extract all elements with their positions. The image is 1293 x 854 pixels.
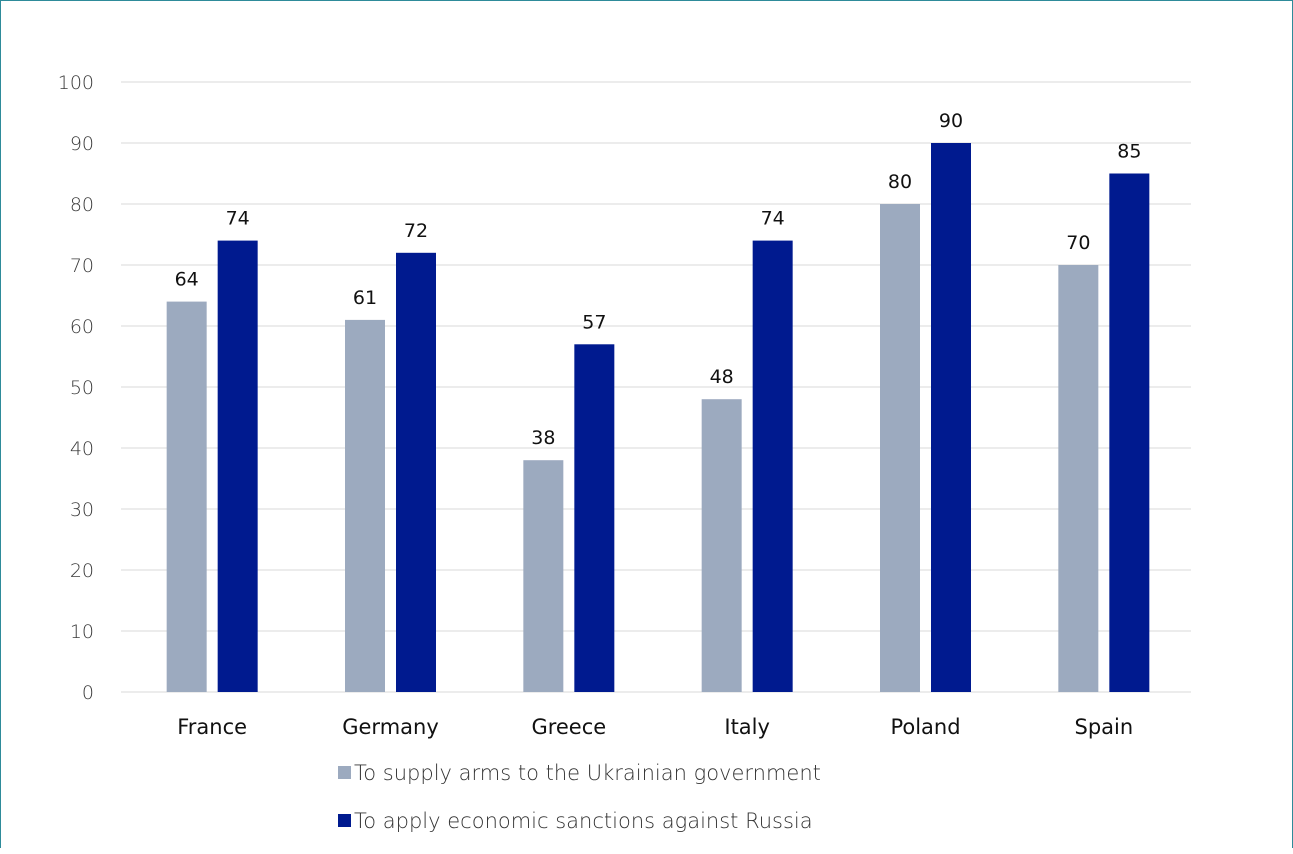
x-tick-label-italy: Italy	[724, 715, 770, 739]
y-tick-label-60: 60	[70, 316, 94, 338]
gridlines	[121, 81, 1191, 693]
bar-greece-series-2	[574, 344, 615, 692]
legend-swatch-sanctions	[338, 814, 351, 827]
y-axis: 0 10 20 30 40 50 60 70 80 90 100	[58, 72, 94, 704]
bars	[166, 143, 1150, 693]
data-label-germany-series-2: 72	[404, 220, 428, 242]
legend-label-sanctions: To apply economic sanctions against Russ…	[354, 809, 813, 833]
bar-germany-series-1	[345, 319, 385, 692]
data-labels: 64 74 61 72 38 57 48 74 80 90 70 85	[175, 110, 1142, 449]
bar-poland-series-1	[880, 204, 920, 692]
y-tick-label-100: 100	[58, 72, 94, 94]
bar-spain-series-1	[1058, 265, 1099, 692]
bar-france-series-2	[217, 240, 258, 692]
y-tick-label-40: 40	[70, 438, 94, 460]
data-label-greece-series-1: 38	[531, 427, 555, 449]
data-label-greece-series-2: 57	[582, 311, 606, 333]
bar-germany-series-2	[396, 252, 436, 693]
data-label-poland-series-1: 80	[888, 171, 912, 193]
y-tick-label-90: 90	[70, 133, 94, 155]
y-tick-label-30: 30	[70, 499, 94, 521]
y-tick-label-80: 80	[70, 194, 94, 216]
bar-italy-series-1	[701, 399, 742, 692]
x-tick-label-greece: Greece	[531, 715, 606, 739]
data-label-poland-series-2: 90	[939, 110, 963, 132]
y-tick-label-0: 0	[82, 682, 94, 704]
bar-italy-series-2	[752, 240, 793, 692]
bar-greece-series-1	[523, 460, 564, 692]
data-label-italy-series-1: 48	[710, 366, 734, 388]
legend-swatch-arms	[338, 766, 351, 779]
bar-spain-series-2	[1109, 173, 1150, 692]
data-label-spain-series-1: 70	[1066, 232, 1090, 254]
bar-poland-series-2	[931, 143, 971, 692]
data-label-france-series-2: 74	[226, 208, 250, 230]
x-tick-label-poland: Poland	[890, 715, 960, 739]
data-label-italy-series-2: 74	[761, 208, 785, 230]
legend-label-arms: To supply arms to the Ukrainian governme…	[354, 761, 821, 785]
legend: To supply arms to the Ukrainian governme…	[338, 761, 821, 833]
y-tick-label-50: 50	[70, 377, 94, 399]
x-tick-label-germany: Germany	[342, 715, 439, 739]
x-tick-label-france: France	[177, 715, 247, 739]
y-tick-label-20: 20	[70, 560, 94, 582]
x-axis: France Germany Greece Italy Poland Spain	[177, 715, 1133, 739]
y-tick-label-10: 10	[70, 621, 94, 643]
data-label-spain-series-2: 85	[1117, 141, 1141, 163]
data-label-germany-series-1: 61	[353, 287, 377, 309]
x-tick-label-spain: Spain	[1074, 715, 1133, 739]
y-tick-label-70: 70	[70, 255, 94, 277]
bar-france-series-1	[166, 301, 207, 692]
data-label-france-series-1: 64	[175, 269, 199, 291]
